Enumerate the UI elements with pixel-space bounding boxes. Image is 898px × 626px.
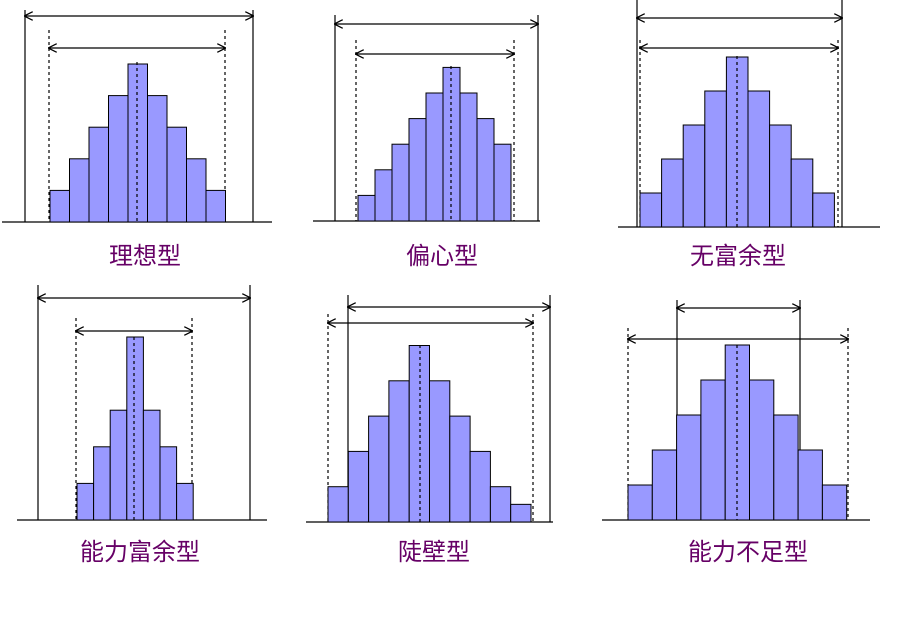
panel-4-histogram-bar [126,336,144,521]
panel-6-histogram-bar [821,484,848,521]
panel-2-histogram-bar [374,169,393,222]
panel-1-histogram-bar [127,63,148,223]
panel-2-histogram-bar [408,118,427,222]
panel-2-histogram-bar [425,92,444,222]
panel-5-histogram-bar [429,380,451,523]
panel-5-histogram-bar [368,415,390,523]
panel-3-histogram-bar [790,158,814,228]
panel-title-off-center: 偏心型 [406,242,478,270]
panel-4-histogram-bar [109,409,128,521]
panel-5-histogram-bar [408,345,431,523]
panel-5-histogram-bar [449,415,471,523]
panel-1-histogram-bar [88,126,109,223]
panel-title-insufficient-capability: 能力不足型 [688,538,808,566]
panel-1-histogram-bar [108,95,129,223]
panel-3-histogram-bar [812,192,835,228]
panel-6-histogram-bar [797,449,823,521]
panel-3-histogram-bar [661,158,684,228]
panel-1-histogram-bar [166,126,187,223]
panel-3-histogram-bar [769,124,792,228]
panel-title-excess-capability: 能力富余型 [80,538,200,566]
panel-5-histogram-bar [388,380,410,523]
panel-5-histogram-bar [489,486,512,523]
panel-3-histogram-bar [682,124,706,228]
panel-1-histogram-bar [147,95,168,223]
panel-6-histogram-bar [627,484,653,521]
panel-6-histogram-bar [651,449,678,521]
panel-1-histogram-bar [49,189,70,223]
panel-title-steep-wall: 陡壁型 [398,538,470,566]
panel-6-histogram-bar [676,414,702,521]
panel-4-histogram-bar [142,409,161,521]
panel-1-histogram-bar [69,158,90,223]
panel-5-histogram-bar [347,450,370,523]
panel-6-histogram-bar [773,414,799,521]
panel-3-histogram-bar [639,192,663,228]
panel-5-histogram-bar [327,486,349,523]
panel-6-histogram-bar [749,379,775,521]
panel-3-histogram-bar [704,90,727,228]
panel-4-histogram-bar [76,482,95,521]
panel-2-histogram-bar [476,118,495,222]
panel-2-histogram-bar [391,143,410,222]
panel-4-histogram-bar [176,482,194,521]
panel-6-histogram-bar [700,379,726,521]
panel-2-histogram-bar [459,92,478,222]
panel-title-ideal: 理想型 [109,242,181,270]
panel-1-histogram-bar [186,158,207,223]
panel-2-histogram-bar [493,143,512,222]
panel-3-histogram-bar [747,90,771,228]
panel-2-histogram-bar [357,194,376,222]
panel-4-histogram-bar [159,446,178,521]
panel-1-histogram-bar [205,189,226,223]
panel-title-no-margin: 无富余型 [690,242,786,270]
panel-4-histogram-bar [93,446,111,521]
panel-5-histogram-bar [469,450,491,523]
panel-5-histogram-bar [510,503,532,523]
